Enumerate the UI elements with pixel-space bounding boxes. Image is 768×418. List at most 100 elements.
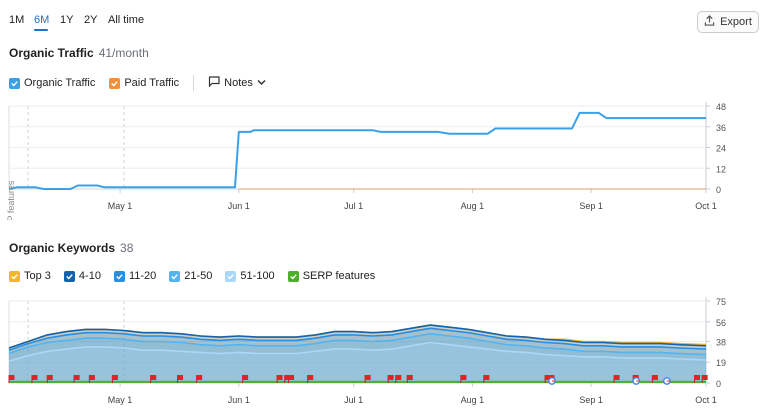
- legend-21-50[interactable]: 21-50: [169, 270, 212, 282]
- y-tick-label: 38: [716, 337, 726, 347]
- legend-label: SERP features: [302, 270, 376, 282]
- flag-marker-icon[interactable]: [460, 375, 467, 383]
- y-axis-labels: 0 19 38 56 75: [716, 297, 726, 389]
- x-tick-label: Jul 1: [344, 395, 363, 405]
- line-11-20[interactable]: [8, 327, 707, 351]
- google-update-icon[interactable]: [632, 377, 641, 385]
- legend-label: Organic Traffic: [24, 77, 96, 89]
- area-top-3[interactable]: [9, 325, 706, 383]
- flag-marker-icon[interactable]: [387, 375, 394, 383]
- checkbox-icon: [109, 77, 121, 89]
- range-all-time-button[interactable]: All time: [108, 14, 145, 26]
- y-tick-label: 19: [716, 358, 726, 368]
- flag-marker-icon[interactable]: [196, 375, 203, 383]
- flag-marker-icon[interactable]: [395, 375, 402, 383]
- y-tick-label: 56: [716, 318, 726, 328]
- checkbox-icon: [169, 270, 181, 282]
- chart-markers: [8, 375, 708, 385]
- notes-label: Notes: [224, 77, 253, 89]
- flag-marker-icon[interactable]: [651, 375, 658, 383]
- legend-serp-features[interactable]: SERP features: [287, 270, 376, 282]
- y-tick-label: 0: [716, 185, 721, 195]
- flag-marker-icon[interactable]: [31, 375, 38, 383]
- flag-marker-icon[interactable]: [242, 375, 249, 383]
- legend-paid-traffic[interactable]: Paid Traffic: [109, 77, 179, 89]
- flag-marker-icon[interactable]: [8, 375, 15, 383]
- flag-marker-icon[interactable]: [88, 375, 95, 383]
- range-1m-button[interactable]: 1M: [9, 14, 25, 26]
- time-range-selector: 1M 6M 1Y 2Y All time: [0, 0, 200, 36]
- legend-divider: [193, 75, 195, 91]
- legend-51-100[interactable]: 51-100: [225, 270, 275, 282]
- y-axis-labels: 0 12 24 36 48: [716, 102, 726, 195]
- x-tick-label: May 1: [108, 395, 133, 405]
- organic-keywords-count: 38: [120, 241, 134, 255]
- line-21-50[interactable]: [8, 333, 707, 356]
- legend-label: Top 3: [24, 270, 51, 282]
- export-button[interactable]: Export: [697, 11, 759, 33]
- flag-marker-icon[interactable]: [406, 375, 413, 383]
- notes-dropdown[interactable]: Notes: [208, 76, 266, 90]
- x-tick-label: Sep 1: [579, 201, 603, 211]
- google-update-icon[interactable]: [662, 377, 671, 385]
- y-tick-label: 48: [716, 102, 726, 112]
- organic-keywords-heading: Organic Keywords: [9, 241, 116, 255]
- line-4-10[interactable]: [8, 324, 707, 349]
- organic-traffic-heading: Organic Traffic: [9, 46, 94, 60]
- flag-marker-icon[interactable]: [701, 375, 708, 383]
- flag-marker-icon[interactable]: [177, 375, 184, 383]
- y-tick-label: 12: [716, 164, 726, 174]
- chart-lines: [8, 111, 706, 190]
- google-update-icon[interactable]: [548, 377, 556, 385]
- export-icon: [704, 15, 715, 29]
- checkbox-icon: [287, 270, 299, 282]
- legend-4-10[interactable]: 4-10: [63, 270, 101, 282]
- keywords-legend: Top 3 4-10 11-20 21-50 51-100 SERP featu…: [9, 270, 375, 282]
- x-tick-label: Oct 1: [695, 201, 717, 211]
- checkbox-icon: [9, 77, 20, 89]
- chart-grid: [8, 102, 710, 193]
- area-21-50[interactable]: [9, 333, 706, 383]
- flag-marker-icon[interactable]: [364, 375, 371, 383]
- y-tick-label: 36: [716, 123, 726, 133]
- range-1y-button[interactable]: 1Y: [60, 14, 74, 26]
- range-6m-button[interactable]: 6M: [34, 14, 50, 26]
- flag-marker-icon[interactable]: [288, 375, 295, 383]
- flag-marker-icon[interactable]: [111, 375, 118, 383]
- legend-11-20[interactable]: 11-20: [113, 270, 157, 282]
- flag-marker-icon[interactable]: [46, 375, 53, 383]
- organic-keywords-chart: 0 19 38 56 75 May 1 Jun 1 Jul 1 Aug 1 Sep 1 Oct 1: [8, 297, 726, 405]
- organic-traffic-line[interactable]: [8, 111, 706, 190]
- serp-features-axis-label: SERP features: [6, 180, 16, 220]
- x-tick-label: Oct 1: [695, 395, 717, 405]
- legend-top-3[interactable]: Top 3: [9, 270, 51, 282]
- x-tick-label: May 1: [108, 201, 133, 211]
- checkbox-icon: [63, 270, 75, 282]
- line-51-100[interactable]: [8, 341, 707, 362]
- checkbox-icon: [9, 270, 20, 282]
- flag-marker-icon[interactable]: [307, 375, 314, 383]
- organic-traffic-chart: 0 12 24 36 48 May 1 Jun 1 Jul 1 Aug 1 Sep 1 Oct 1…: [6, 102, 726, 220]
- legend-label: 11-20: [128, 270, 157, 282]
- area-4-10[interactable]: [9, 325, 706, 383]
- legend-label: 4-10: [78, 270, 101, 282]
- flag-marker-icon[interactable]: [276, 375, 283, 383]
- flag-marker-icon[interactable]: [694, 375, 701, 383]
- flag-marker-icon[interactable]: [73, 375, 80, 383]
- flag-marker-icon[interactable]: [483, 375, 490, 383]
- range-2y-button[interactable]: 2Y: [84, 14, 98, 26]
- checkbox-icon: [225, 270, 237, 282]
- legend-label: 21-50: [184, 270, 213, 282]
- x-tick-label: Aug 1: [461, 201, 485, 211]
- legend-label: Paid Traffic: [124, 77, 180, 89]
- organic-traffic-value: 41/month: [98, 46, 149, 60]
- flag-marker-icon[interactable]: [150, 375, 157, 383]
- y-tick-label: 75: [716, 297, 726, 307]
- y-tick-label: 0: [716, 379, 721, 389]
- x-tick-label: Jul 1: [344, 201, 363, 211]
- chart-areas: [8, 324, 707, 384]
- legend-organic-traffic[interactable]: Organic Traffic: [9, 77, 95, 89]
- area-51-100[interactable]: [9, 342, 706, 384]
- flag-marker-icon[interactable]: [613, 375, 620, 383]
- organic-keywords-title: Organic Keywords 38: [9, 241, 133, 255]
